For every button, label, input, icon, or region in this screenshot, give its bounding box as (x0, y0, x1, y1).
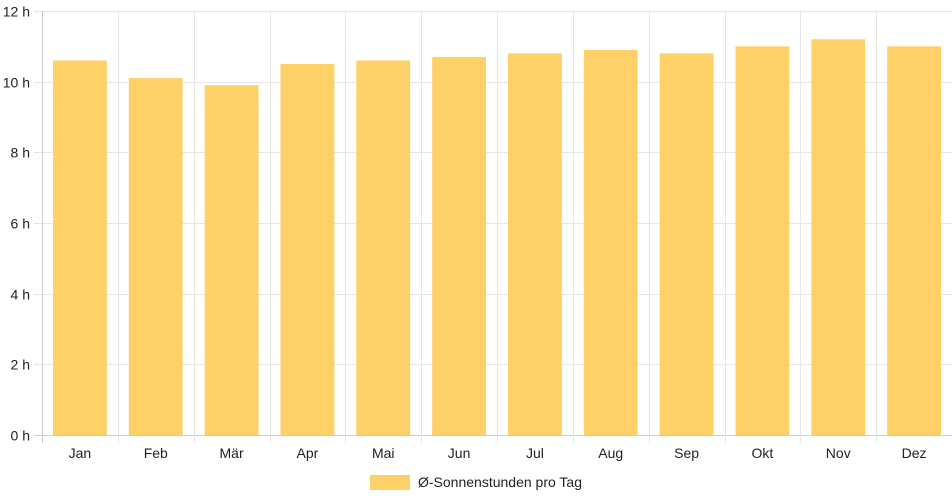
legend-swatch (370, 475, 410, 490)
bar-Mär[interactable] (204, 85, 259, 435)
bar-Aug[interactable] (583, 49, 638, 436)
y-tick-label: 6 h (11, 216, 30, 232)
bar-Okt[interactable] (735, 46, 790, 435)
x-tick-label: Apr (297, 445, 319, 461)
bar-Apr[interactable] (280, 64, 335, 435)
legend[interactable]: Ø-Sonnenstunden pro Tag (370, 474, 582, 490)
x-tick-label: Jan (69, 445, 92, 461)
y-axis-tick-labels: 0 h 2 h 4 h 6 h 8 h 10 h 12 h (3, 4, 30, 444)
x-tick-label: Jul (526, 445, 544, 461)
bar-Mai[interactable] (356, 60, 411, 435)
y-tick-label: 0 h (11, 428, 30, 444)
y-tick-label: 8 h (11, 145, 30, 161)
bar-Jul[interactable] (508, 53, 562, 436)
bar-series (53, 39, 941, 436)
bar-Jun[interactable] (432, 56, 486, 436)
grid-lines (34, 11, 952, 443)
bar-Jan[interactable] (53, 60, 107, 435)
x-tick-label: Okt (752, 445, 774, 461)
bar-Nov[interactable] (811, 39, 866, 436)
bar-Dez[interactable] (887, 46, 941, 435)
x-tick-label: Feb (144, 445, 168, 461)
x-axis-tick-labels: Jan Feb Mär Apr Mai Jun Jul Aug Sep Okt Nov Dez (69, 445, 927, 461)
legend-label: Ø-Sonnenstunden pro Tag (418, 474, 582, 490)
y-tick-label: 2 h (11, 357, 30, 373)
bar-Feb[interactable] (128, 78, 183, 435)
y-tick-label: 4 h (11, 287, 30, 303)
x-tick-label: Nov (826, 445, 851, 461)
x-tick-label: Mär (220, 445, 244, 461)
bar-Sep[interactable] (659, 53, 714, 436)
x-tick-label: Jun (448, 445, 471, 461)
x-tick-label: Mai (372, 445, 395, 461)
y-tick-label: 10 h (3, 75, 30, 91)
y-tick-label: 12 h (3, 4, 30, 20)
x-tick-label: Dez (902, 445, 927, 461)
x-tick-label: Sep (674, 445, 699, 461)
x-tick-label: Aug (598, 445, 623, 461)
